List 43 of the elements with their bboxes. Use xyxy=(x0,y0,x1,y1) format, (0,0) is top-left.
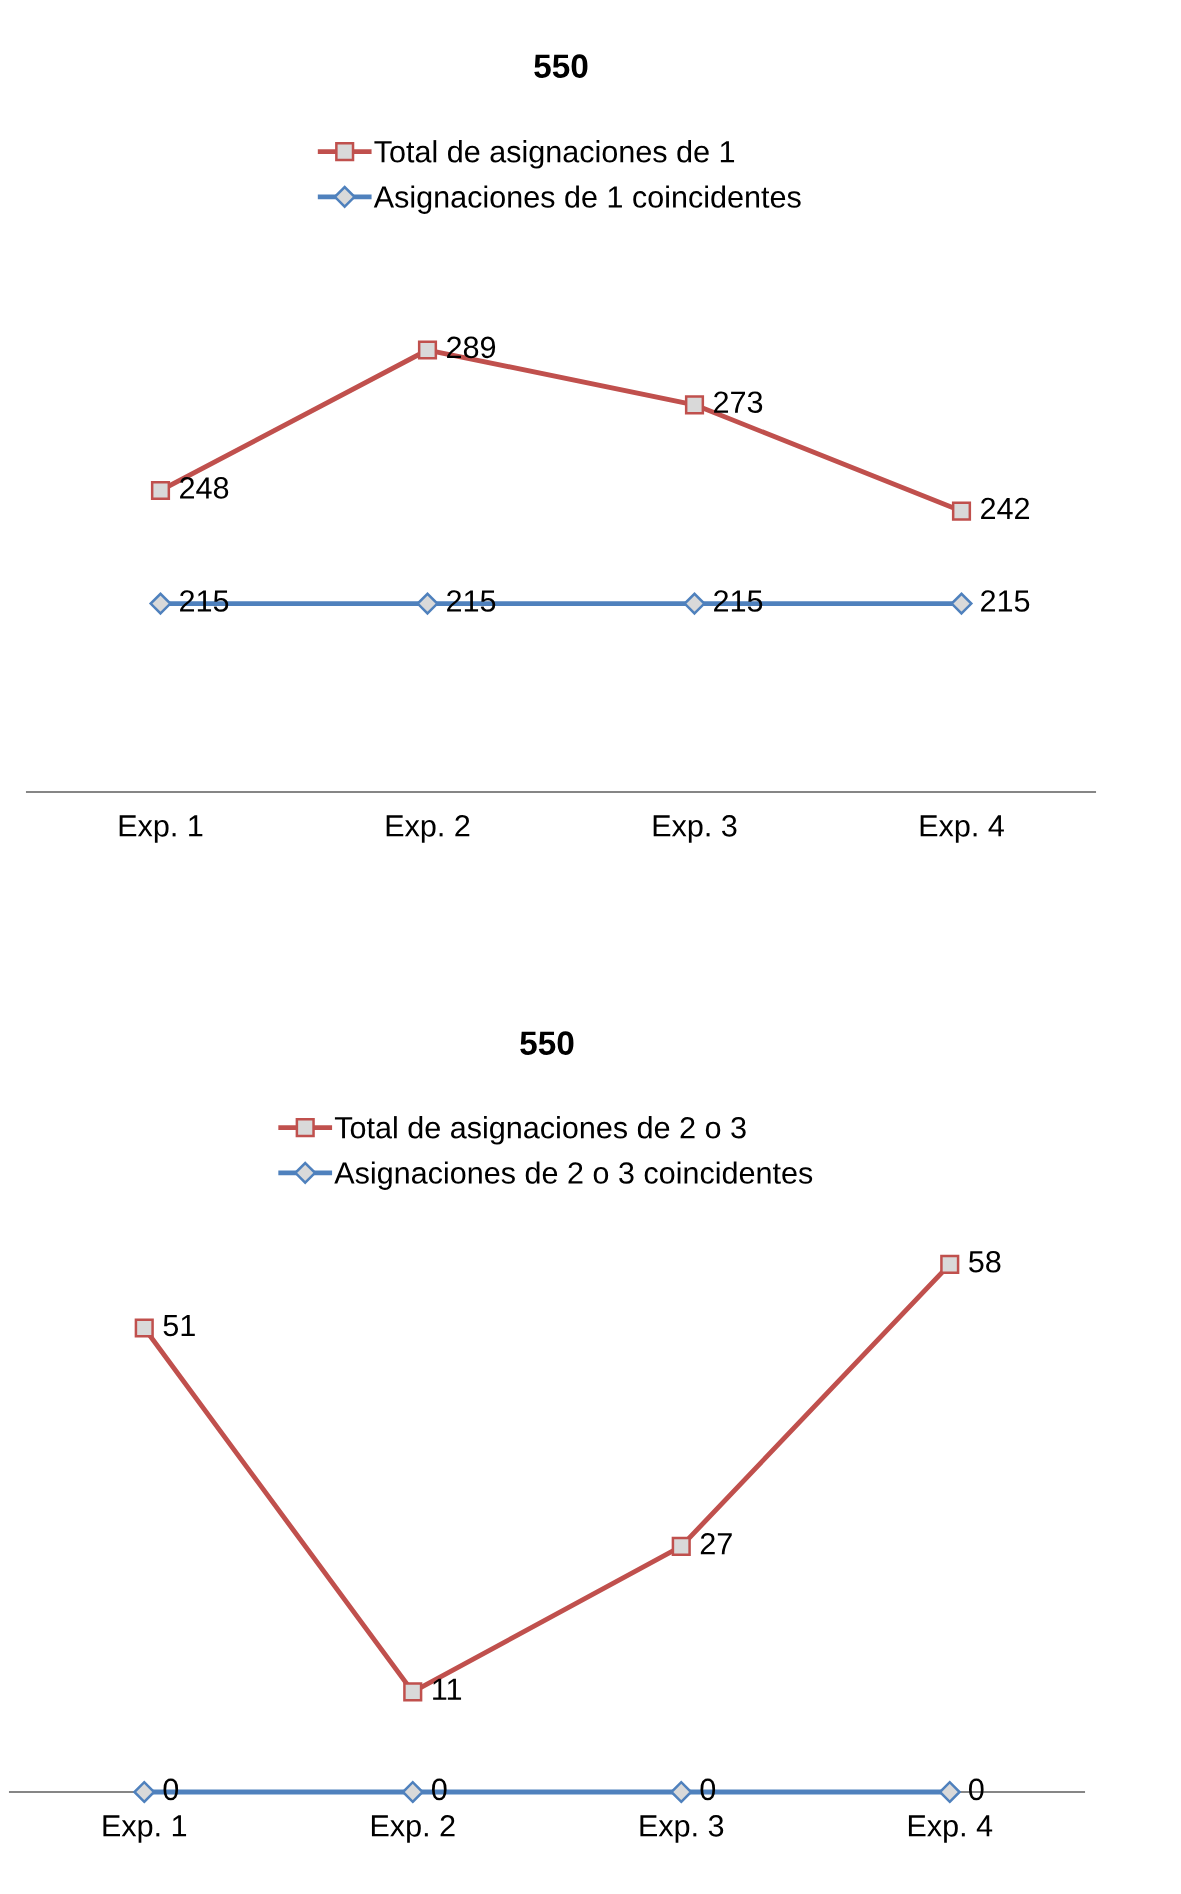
legend-label: Asignaciones de 1 coincidentes xyxy=(373,185,801,214)
chart-title: 550 xyxy=(520,1031,574,1055)
x-tick-label: Exp. 1 xyxy=(119,815,203,843)
x-tick-label: Exp. 4 xyxy=(908,1815,993,1843)
point xyxy=(417,340,438,360)
point xyxy=(940,1254,960,1274)
data-label: 58 xyxy=(969,1250,1001,1273)
point xyxy=(670,1780,693,1804)
x-tick-label: Exp. 3 xyxy=(653,815,737,843)
data-label: 242 xyxy=(981,497,1029,519)
x-tick-label: Exp. 2 xyxy=(371,1815,455,1843)
legend-label: Total de asignaciones de 1 xyxy=(374,140,735,169)
point xyxy=(133,1780,156,1804)
data-label: 273 xyxy=(714,391,763,414)
data-label: 27 xyxy=(700,1532,732,1555)
data-label: 0 xyxy=(969,1778,984,1801)
legend-label: Total de asignaciones de 2 o 3 xyxy=(334,1116,746,1145)
point xyxy=(403,1682,423,1702)
point xyxy=(951,501,972,521)
point xyxy=(683,592,706,615)
data-label: 0 xyxy=(700,1778,716,1801)
data-label: 289 xyxy=(447,336,496,359)
legend-label: Asignaciones de 2 o 3 coincidentes xyxy=(334,1161,813,1190)
point xyxy=(938,1780,961,1804)
data-label: 11 xyxy=(433,1678,462,1700)
x-tick-label: Exp. 2 xyxy=(386,815,470,843)
data-label: 0 xyxy=(163,1778,179,1801)
point xyxy=(416,592,439,615)
data-label: 0 xyxy=(432,1778,447,1801)
point xyxy=(950,592,973,615)
data-label: 51 xyxy=(163,1314,195,1337)
chart-title: 550 xyxy=(534,54,588,78)
x-tick-label: Exp. 1 xyxy=(103,1815,187,1843)
point xyxy=(401,1780,424,1804)
data-label: 215 xyxy=(981,590,1030,612)
point xyxy=(134,1318,154,1338)
x-tick-label: Exp. 4 xyxy=(920,815,1004,843)
data-label: 248 xyxy=(180,477,229,499)
x-tick-label: Exp. 3 xyxy=(640,1815,724,1843)
point xyxy=(150,480,171,501)
point xyxy=(684,395,705,415)
point xyxy=(149,592,172,615)
point xyxy=(671,1536,691,1556)
